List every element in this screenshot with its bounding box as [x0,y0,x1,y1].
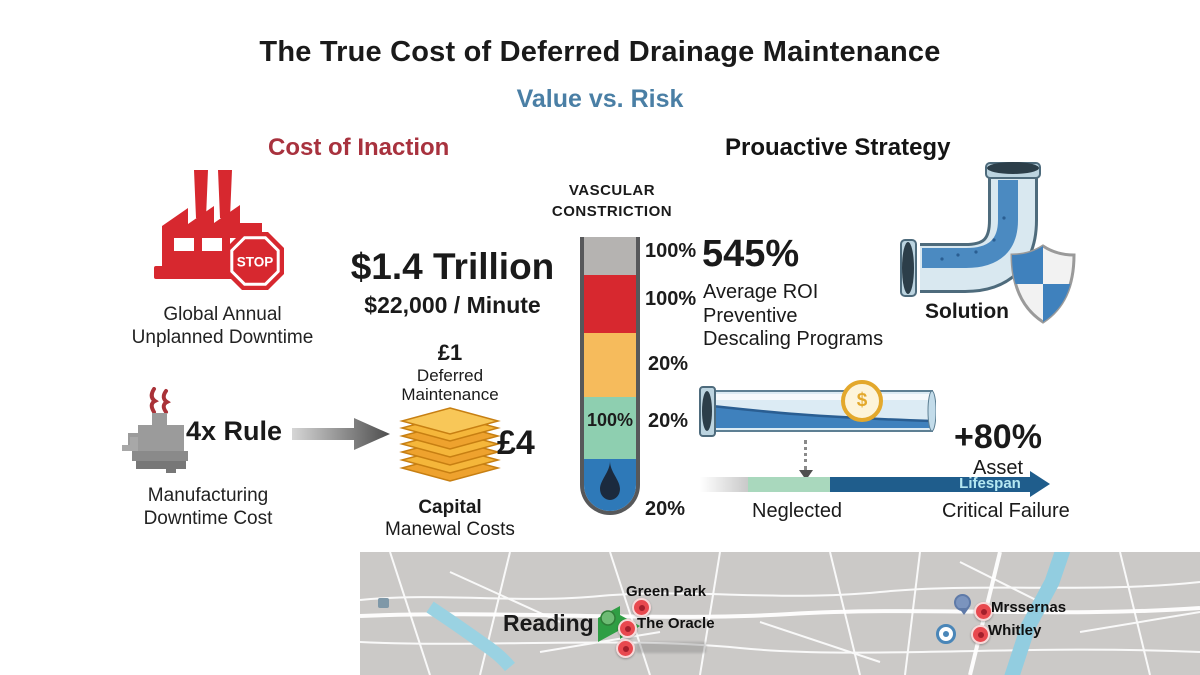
roi-value: 545% [702,233,800,275]
map-pin-green-park [632,598,651,617]
factory-downtime-group: STOP [150,168,290,296]
shield-icon [1010,244,1076,324]
coin-top-caption: Deferred Maintenance [401,366,499,404]
timeline-fade-segment [700,477,748,492]
tube-segment-4 [584,397,636,459]
map-label-whitley: Whitley [988,622,1042,639]
drop-icon [600,461,620,500]
map-pin-blue [954,594,971,615]
map-blurred-label [636,642,706,653]
tube-title: VASCULAR CONSTRICTION [551,182,673,220]
critical-failure-label: Critical Failure [942,500,1070,522]
coin-bottom-caption-bold: Capital [418,497,482,518]
tube-label-2: 100% [645,288,697,310]
map-label-mrssernas: Mrssernas [991,599,1067,616]
tube-label-1: 100% [645,240,697,262]
pipe-elbow-icon [900,162,1041,297]
map-waterway [426,601,515,672]
neglected-label: Neglected [752,500,843,522]
map-river [1004,552,1071,675]
dotted-arrow-tip [799,470,813,480]
downtime-caption: Global Annual Unplanned Downtime [131,304,314,348]
vascular-constriction-tube [580,237,640,515]
map-city-label: Reading [503,610,594,636]
coin-right-value: £4 [497,424,535,462]
section-heading-cost-of-inaction: Cost of Inaction [268,134,450,161]
coin-top-value: £1 [437,340,463,365]
coin-stack-icon [399,407,501,482]
map-target-icon [936,624,956,644]
roi-caption: Average ROI Preventive Descaling Program… [703,281,884,350]
map-pin-mrssernas [974,602,993,621]
timeline-arrow-label: Lifespan [959,475,1021,492]
map-label-green-park: Green Park [626,583,707,600]
dotted-arrow-line [804,440,807,470]
map-roads [360,552,1200,675]
timeline-arrowhead [1030,471,1050,497]
tube-label-5: 20% [645,498,686,520]
downtime-cost-value: $1.4 Trillion [350,246,555,287]
timeline-neglected-segment [748,477,830,492]
solution-label: Solution [925,300,1009,323]
tube-segment-3 [584,333,636,397]
tube-inner-label: 100% [586,410,634,430]
tube-segment-2 [584,275,636,333]
tube-segment-5 [584,459,636,511]
lifespan-value: +80% [954,418,1042,456]
section-heading-proactive-strategy: Prouactive Strategy [725,134,951,161]
lifespan-caption: Asset [972,457,1024,479]
map-label-oracle: The Oracle [637,615,715,632]
downtime-cost-per-minute: $22,000 / Minute [364,292,541,318]
dollar-coin-icon: $ [841,380,883,422]
tube-label-4: 20% [648,410,689,432]
right-arrow-icon [292,418,390,450]
lifespan-group: +80% Asset [928,418,1068,480]
page-subtitle: Value vs. Risk [516,85,684,113]
map-small-marker [378,598,389,608]
map-pin-unlabeled [616,639,635,658]
machine-icon [122,387,196,484]
timeline-failure-segment [830,477,1030,492]
four-x-rule-value: 4x Rule [186,416,283,446]
stop-sign-icon: STOP [226,232,284,290]
coin-bottom-caption: Manewal Costs [385,519,515,540]
reading-map: Reading Green Park The Oracle Mrssernas … [360,552,1200,675]
tube-label-3: 20% [648,353,689,375]
rule-caption: Manufacturing Downtime Cost [143,485,273,529]
map-pin-oracle [618,619,637,638]
coin-stack-group: £1 Deferred Maintenance Capital Manewal … [380,340,520,541]
tube-segment-1 [584,237,636,275]
stop-sign-label: STOP [237,255,274,270]
page-title: The True Cost of Deferred Drainage Maint… [259,36,941,68]
horizontal-pipe-icon [699,386,936,437]
map-pin-whitley [971,625,990,644]
